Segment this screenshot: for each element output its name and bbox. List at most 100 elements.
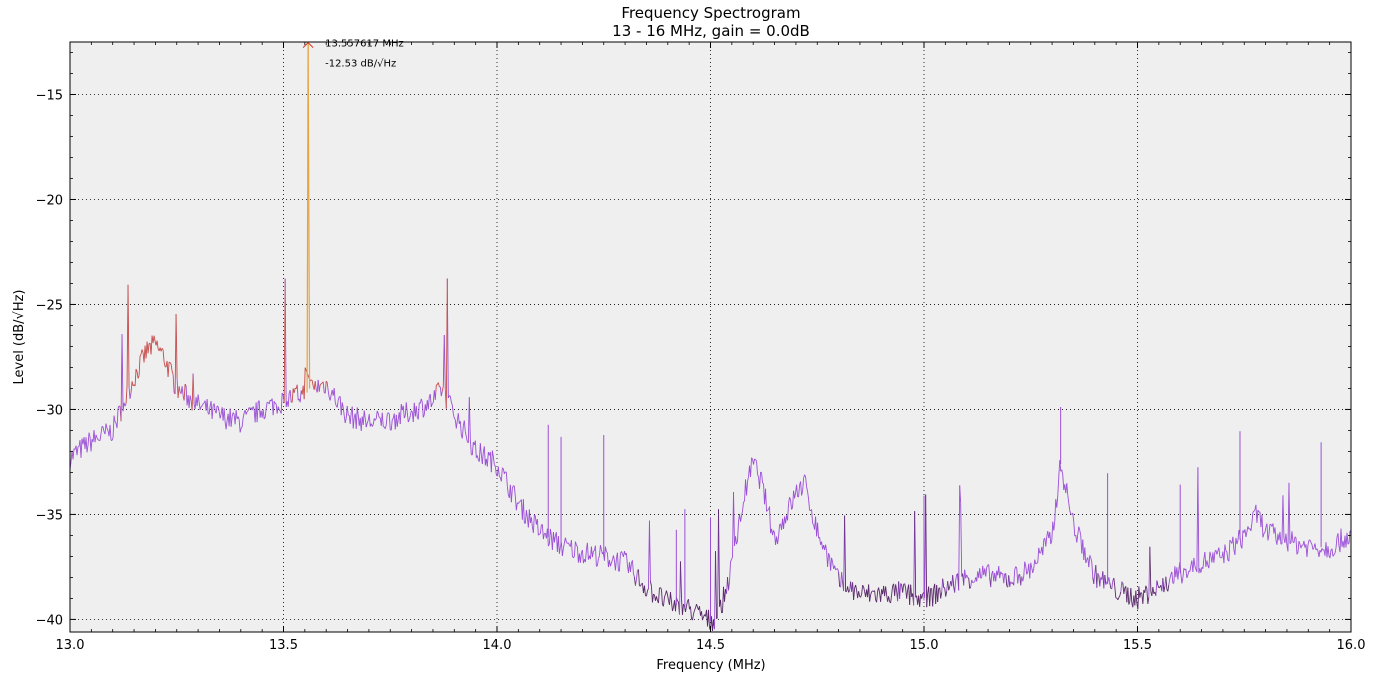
spectrum-trace-segment (1312, 547, 1315, 550)
spectrum-trace-segment (396, 418, 399, 427)
spectrum-trace-segment (1057, 477, 1060, 496)
spectrum-trace-segment (567, 542, 570, 546)
spectrum-trace-segment (276, 406, 279, 414)
spectrum-trace-segment (716, 617, 718, 620)
spectrum-trace-segment (1288, 482, 1291, 544)
spectrum-trace-segment (952, 575, 955, 587)
spectrum-trace-segment (213, 403, 216, 411)
spectrum-trace-segment (1264, 527, 1267, 533)
spectrum-trace-segment (156, 340, 159, 349)
spectrum-trace-segment (409, 410, 412, 416)
spectrum-trace-segment (871, 590, 873, 593)
spectrum-trace-segment (1291, 531, 1294, 543)
spectrum-trace-segment (549, 528, 552, 536)
spectrum-trace-segment (235, 410, 238, 419)
spectrum-trace-segment (1149, 546, 1152, 592)
spectrum-trace-segment (685, 606, 687, 612)
spectrum-trace-segment (801, 491, 804, 496)
spectrum-trace-segment (1262, 533, 1265, 538)
spectrum-trace-segment (272, 401, 275, 416)
spectrum-trace-segment (273, 401, 276, 404)
spectrum-trace-segment (1013, 569, 1016, 586)
spectrum-trace-segment (699, 606, 701, 616)
spectrum-trace-segment (474, 440, 477, 458)
spectrum-trace-segment (505, 472, 508, 487)
spectrum-trace-segment (1346, 532, 1349, 545)
spectrum-trace-segment (1182, 568, 1185, 578)
spectrum-trace-segment (88, 432, 91, 437)
spectrum-trace-segment (1042, 539, 1045, 556)
spectrum-trace-segment (406, 412, 409, 423)
y-axis-label: Level (dB/√Hz) (12, 289, 27, 384)
spectrum-trace-segment (919, 594, 922, 607)
spectrum-trace-segment (929, 588, 932, 607)
spectrum-trace-segment (1234, 537, 1237, 555)
spectrum-trace-segment (455, 420, 458, 429)
spectrum-trace-segment (450, 401, 453, 406)
spectrum-trace-segment (783, 516, 786, 530)
spectrum-trace-segment (947, 581, 950, 591)
spectrum-trace-segment (1193, 557, 1196, 566)
spectrum-trace-segment (178, 386, 181, 393)
spectrum-trace-segment (542, 533, 545, 540)
spectrum-trace-segment (838, 572, 841, 587)
spectrum-trace-segment (310, 379, 313, 381)
spectrum-trace-segment (1114, 586, 1117, 598)
spectrum-trace-segment (640, 583, 642, 587)
spectrum-trace-segment (631, 560, 634, 574)
spectrum-trace-segment (303, 367, 306, 400)
spectrum-trace-segment (751, 457, 753, 460)
spectrum-trace-segment (405, 402, 408, 413)
spectrum-trace-segment (1229, 539, 1232, 542)
spectrum-trace-segment (995, 570, 998, 582)
spectrum-trace-segment (215, 405, 218, 414)
spectrum-trace-segment (742, 502, 744, 511)
spectrum-trace-segment (921, 593, 924, 599)
spectrum-trace-segment (263, 417, 266, 420)
spectrum-trace-segment (147, 343, 150, 354)
spectrum-trace-segment (690, 606, 692, 619)
spectrum-trace-segment (1237, 529, 1240, 541)
spectrum-trace-segment (1145, 585, 1148, 589)
spectrum-trace-segment (161, 348, 164, 351)
spectrum-trace-segment (1045, 536, 1048, 547)
spectrum-trace-segment (863, 586, 866, 592)
spectrum-trace-segment (902, 584, 905, 593)
spectrum-trace-segment (163, 361, 166, 367)
spectrum-trace-segment (1261, 514, 1264, 538)
spectrum-trace-segment (1209, 551, 1212, 556)
peak-level-label: -12.53 dB/√Hz (325, 59, 396, 70)
spectrum-trace-segment (528, 509, 531, 523)
spectrum-trace-segment (463, 420, 466, 432)
spectrum-trace-segment (102, 426, 105, 432)
spectrum-trace-segment (616, 552, 619, 572)
spectrum-trace-segment (229, 408, 232, 427)
spectrum-trace-segment (663, 596, 665, 607)
spectrum-trace-segment (659, 587, 661, 589)
spectrum-trace-segment (240, 426, 243, 429)
spectrum-trace-segment (104, 423, 107, 435)
spectrum-trace-segment (1067, 495, 1070, 504)
spectrum-trace-segment (96, 437, 99, 441)
peak-carrier-line (307, 42, 311, 389)
spectrum-trace-segment (491, 450, 494, 457)
spectrum-trace-segment (906, 589, 909, 599)
spectrum-trace-segment (1303, 540, 1306, 548)
spectrum-trace-segment (789, 497, 791, 501)
spectrum-trace-segment (750, 457, 752, 477)
spectrum-trace-segment (999, 571, 1002, 579)
spectrum-trace-segment (777, 536, 779, 545)
spectrum-trace-segment (1061, 469, 1064, 475)
spectrum-trace-segment (573, 556, 575, 559)
spectrum-trace-segment (511, 485, 514, 489)
spectrum-trace-segment (1152, 586, 1155, 594)
spectrum-trace-segment (1189, 565, 1192, 572)
spectrum-trace-segment (1020, 576, 1023, 586)
spectrum-trace-segment (311, 380, 314, 387)
spectrum-trace-segment (217, 406, 220, 412)
spectrum-trace-segment (437, 382, 440, 387)
x-tick-label: 13.0 (56, 638, 85, 653)
spectrum-trace-segment (111, 437, 114, 441)
spectrum-trace-segment (1296, 552, 1299, 555)
spectrum-trace-segment (1117, 597, 1120, 601)
